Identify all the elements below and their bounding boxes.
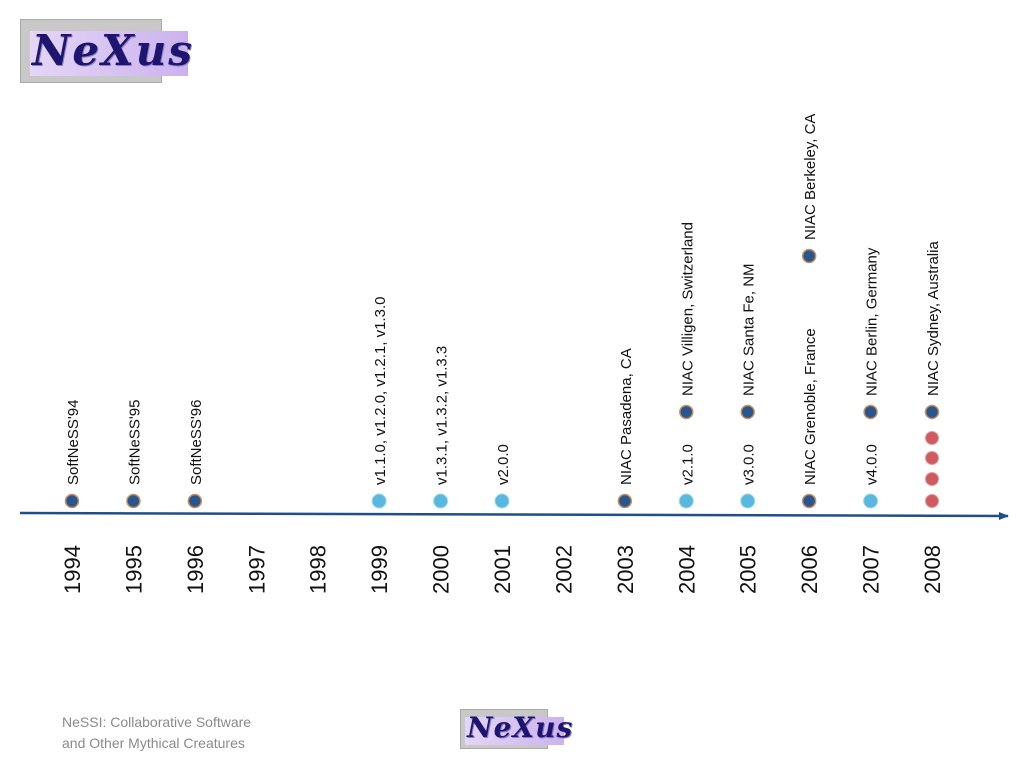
logo-purple-panel [30, 31, 188, 76]
event-label-1994: SoftNeSS'94 [65, 400, 82, 485]
event-dot-2001-light [494, 493, 510, 509]
event-dot-1995-dark [126, 493, 141, 509]
event-dot-2007-dark [863, 404, 878, 420]
nexus-logo-bottom: NeXus [460, 709, 572, 751]
year-label-2006: 2006 [797, 545, 822, 594]
event-label-2007: v4.0.0 [864, 444, 881, 485]
event-label-2004: v2.1.0 [679, 444, 696, 485]
event-label-2003: NIAC Pasadena, CA [618, 348, 635, 485]
event-dot-2008-red [925, 451, 939, 465]
timeline-axis [19, 511, 1009, 520]
event-dot-2004-dark [679, 404, 694, 420]
event-dot-2007-light [863, 493, 879, 509]
event-dot-2000-light [433, 493, 449, 509]
year-label-2005: 2005 [736, 545, 761, 594]
event-label-1999: v1.1.0, v1.2.0, v1.2.1, v1.3.0 [372, 297, 389, 485]
year-label-1997: 1997 [244, 545, 269, 594]
event-label-1996: SoftNeSS'96 [188, 400, 205, 485]
event-dot-2008-dark [924, 404, 940, 420]
year-label-2008: 2008 [920, 545, 945, 594]
year-label-1996: 1996 [183, 545, 208, 594]
event-label-2006: NIAC Berkeley, CA [802, 114, 819, 240]
year-label-2007: 2007 [859, 545, 884, 594]
footer-caption: NeSSI: Collaborative Software and Other … [62, 712, 251, 754]
year-label-2002: 2002 [551, 545, 576, 594]
footer-line-2: and Other Mythical Creatures [62, 735, 245, 751]
event-dot-2008-red [925, 472, 939, 486]
event-dot-1999-light [371, 493, 387, 509]
timeline-diagram: 1994 1995 1996 1997 1998 1999 2000 2001 2002 2003… [19, 114, 1009, 594]
year-label-1999: 1999 [367, 545, 392, 594]
year-label-1995: 1995 [121, 545, 146, 594]
event-dot-2005-dark [740, 404, 755, 420]
event-label-2006: NIAC Grenoble, France [802, 328, 819, 485]
event-dot-1996-dark [187, 493, 203, 509]
event-dot-2006-dark [801, 248, 817, 264]
year-label-2001: 2001 [490, 545, 515, 594]
event-label-2005: v3.0.0 [741, 444, 758, 485]
year-label-1994: 1994 [60, 545, 85, 594]
event-dot-2008-red [925, 431, 939, 445]
event-dot-2005-light [740, 493, 756, 509]
event-dot-2006-dark [801, 493, 817, 509]
event-label-1995: SoftNeSS'95 [126, 400, 143, 485]
footer-line-1: NeSSI: Collaborative Software [62, 714, 252, 730]
logo-wordmark: NeXus [467, 711, 574, 744]
year-label-2004: 2004 [674, 545, 699, 594]
nexus-logo-top: NeXus [20, 19, 192, 83]
event-dot-2008-red [925, 494, 939, 508]
event-label-2008: NIAC Sydney, Australia [925, 241, 942, 396]
event-label-2005: NIAC Santa Fe, NM [741, 263, 758, 396]
year-label-1998: 1998 [306, 545, 331, 594]
logo-purple-panel [465, 717, 564, 745]
event-dot-2003-dark [617, 493, 633, 509]
event-dot-2004-light [678, 493, 694, 509]
event-label-2004: NIAC Villigen, Switzerland [679, 222, 696, 396]
logo-wordmark: NeXus [32, 26, 194, 75]
event-label-2007: NIAC Berlin, Germany [864, 247, 881, 396]
event-dot-1994-dark [64, 493, 80, 509]
year-label-2000: 2000 [429, 545, 454, 594]
event-label-2001: v2.0.0 [495, 444, 512, 485]
year-label-2003: 2003 [613, 545, 638, 594]
event-label-2000: v1.3.1, v1.3.2, v1.3.3 [434, 346, 451, 485]
